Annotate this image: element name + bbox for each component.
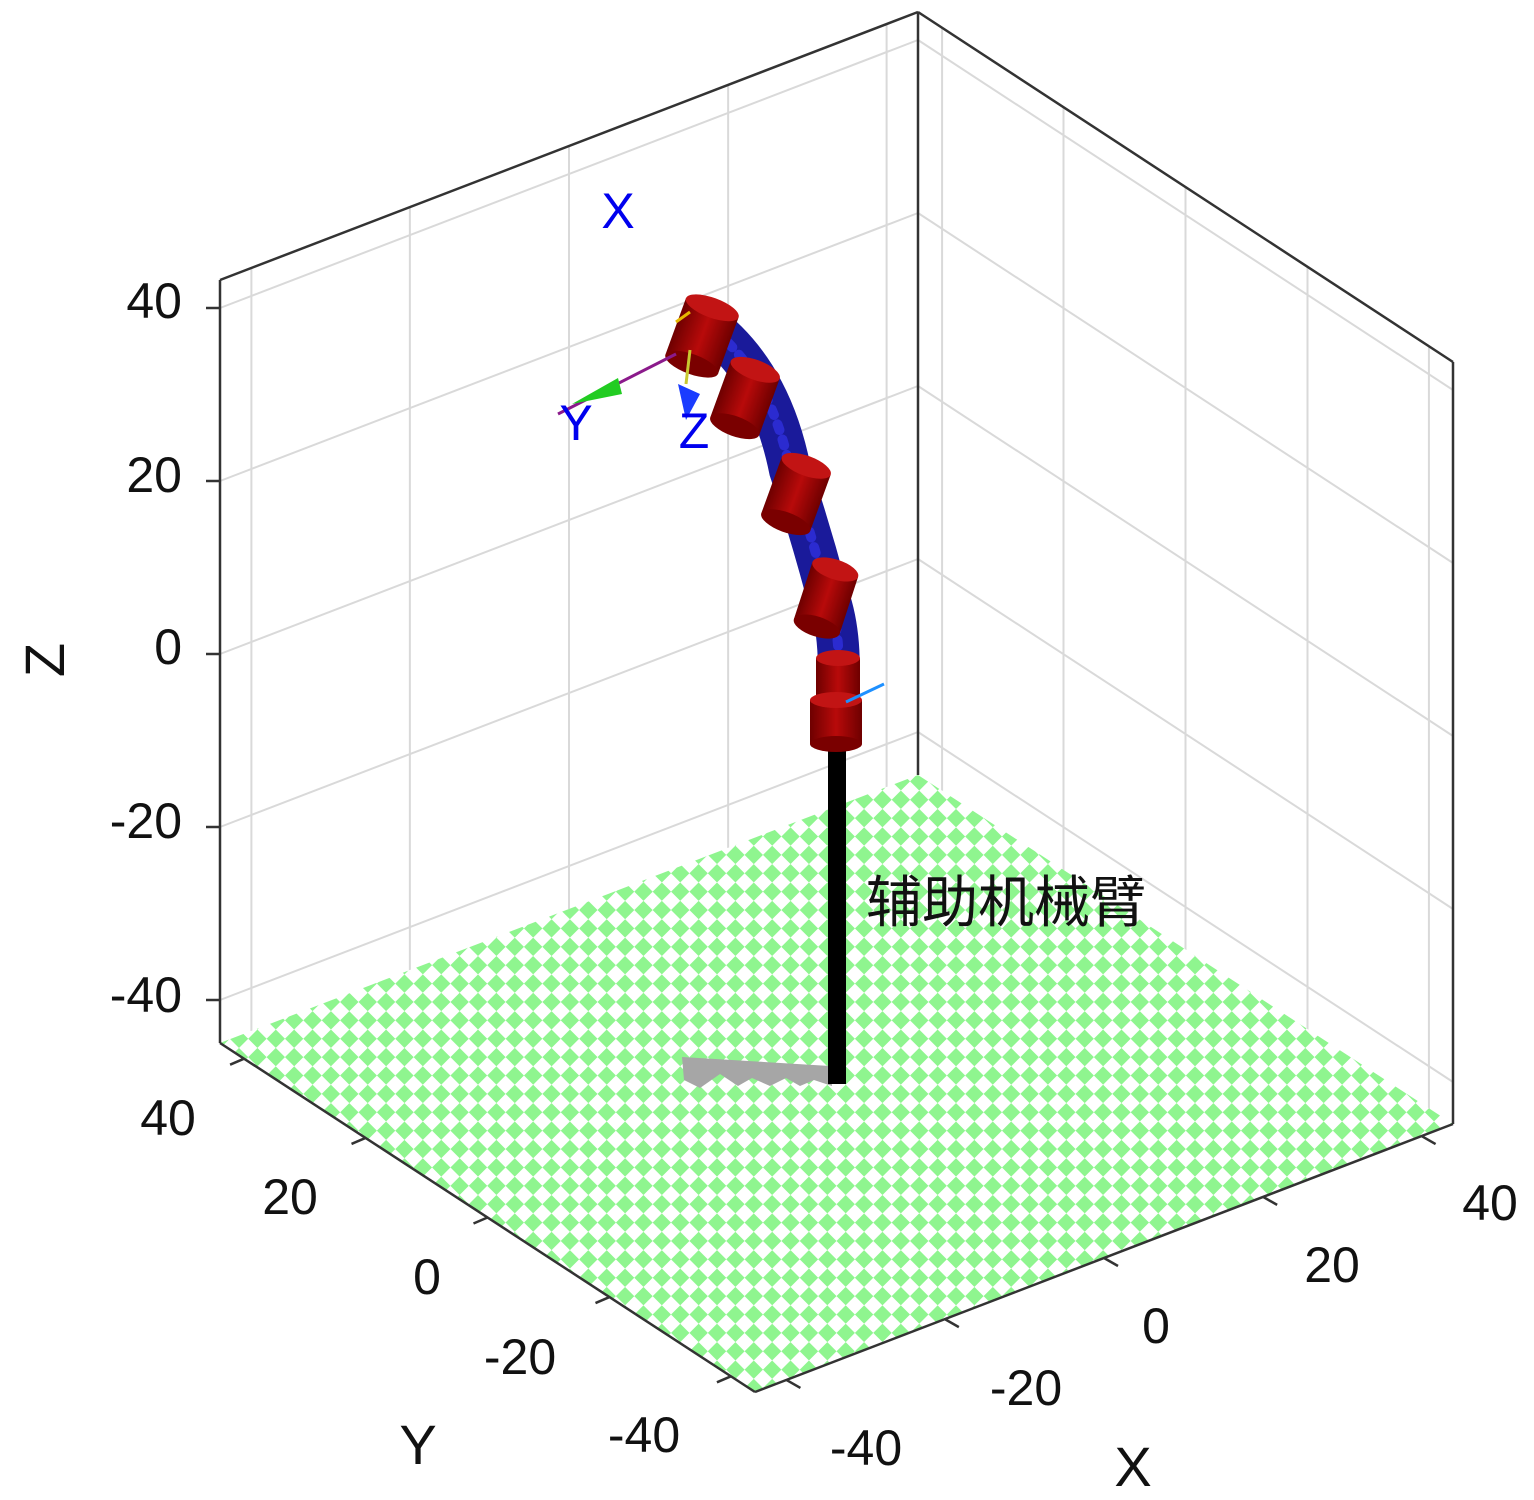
frame-z-line [684, 349, 692, 385]
y-tick-label: 40 [140, 1090, 196, 1146]
z-tick-label: 20 [126, 447, 182, 503]
y-tick-mark [716, 1375, 732, 1384]
x-tick-label: 40 [1462, 1175, 1518, 1231]
y-tick-label: 20 [262, 1169, 318, 1225]
base-pole [828, 748, 846, 1084]
x-tick-mark [1262, 1195, 1278, 1206]
frame-label-z: Z [679, 403, 710, 459]
x-axis-title: X [1114, 1435, 1151, 1498]
x-tick-label: 0 [1142, 1298, 1170, 1354]
joint-3 [793, 557, 859, 639]
y-axis-title: Y [399, 1413, 436, 1476]
frame-x-line [675, 310, 691, 324]
z-tick-labels: 40 20 0 -20 -40 [110, 273, 182, 1023]
base-shadow [682, 1057, 832, 1088]
joint-5 [710, 356, 780, 440]
x-tick-mark [1420, 1134, 1437, 1146]
z-tick-label: 40 [126, 273, 182, 329]
joint-1 [810, 692, 862, 752]
x-tick-label: -20 [990, 1360, 1062, 1416]
frame-label-x: X [601, 183, 634, 239]
arm-joints [665, 294, 885, 752]
x-tick-mark [944, 1318, 960, 1329]
y-tick-mark [229, 1057, 245, 1066]
y-tick-mark [594, 1295, 610, 1305]
x-tick-mark [1103, 1256, 1119, 1268]
y-tick-mark [351, 1136, 367, 1146]
joint-4 [761, 452, 831, 536]
frame-y-arrow-icon [572, 378, 622, 404]
x-tick-label: -40 [830, 1420, 902, 1476]
x-tick-labels: -40 -20 0 20 40 [830, 1175, 1518, 1476]
y-tick-label: 0 [413, 1249, 441, 1305]
z-tick-label: 0 [154, 619, 182, 675]
robot-name-label: 辅助机械臂 [866, 871, 1146, 936]
y-tick-label: -40 [608, 1407, 680, 1463]
z-tick-label: -40 [110, 967, 182, 1023]
z-axis-title: Z [13, 643, 76, 677]
frame-label-y: Y [559, 395, 592, 451]
tick-marks [206, 306, 1437, 1390]
base-frame-axis-line [845, 682, 885, 704]
y-tick-mark [473, 1216, 488, 1225]
end-effector-frame: X Y Z [557, 183, 710, 459]
y-tick-labels: 40 20 0 -20 -40 [140, 1090, 680, 1463]
z-tick-label: -20 [110, 793, 182, 849]
frame-z-arrow-icon [678, 384, 700, 420]
y-tick-label: -20 [484, 1329, 556, 1385]
x-tick-label: 20 [1304, 1237, 1360, 1293]
x-tick-mark [785, 1378, 802, 1390]
